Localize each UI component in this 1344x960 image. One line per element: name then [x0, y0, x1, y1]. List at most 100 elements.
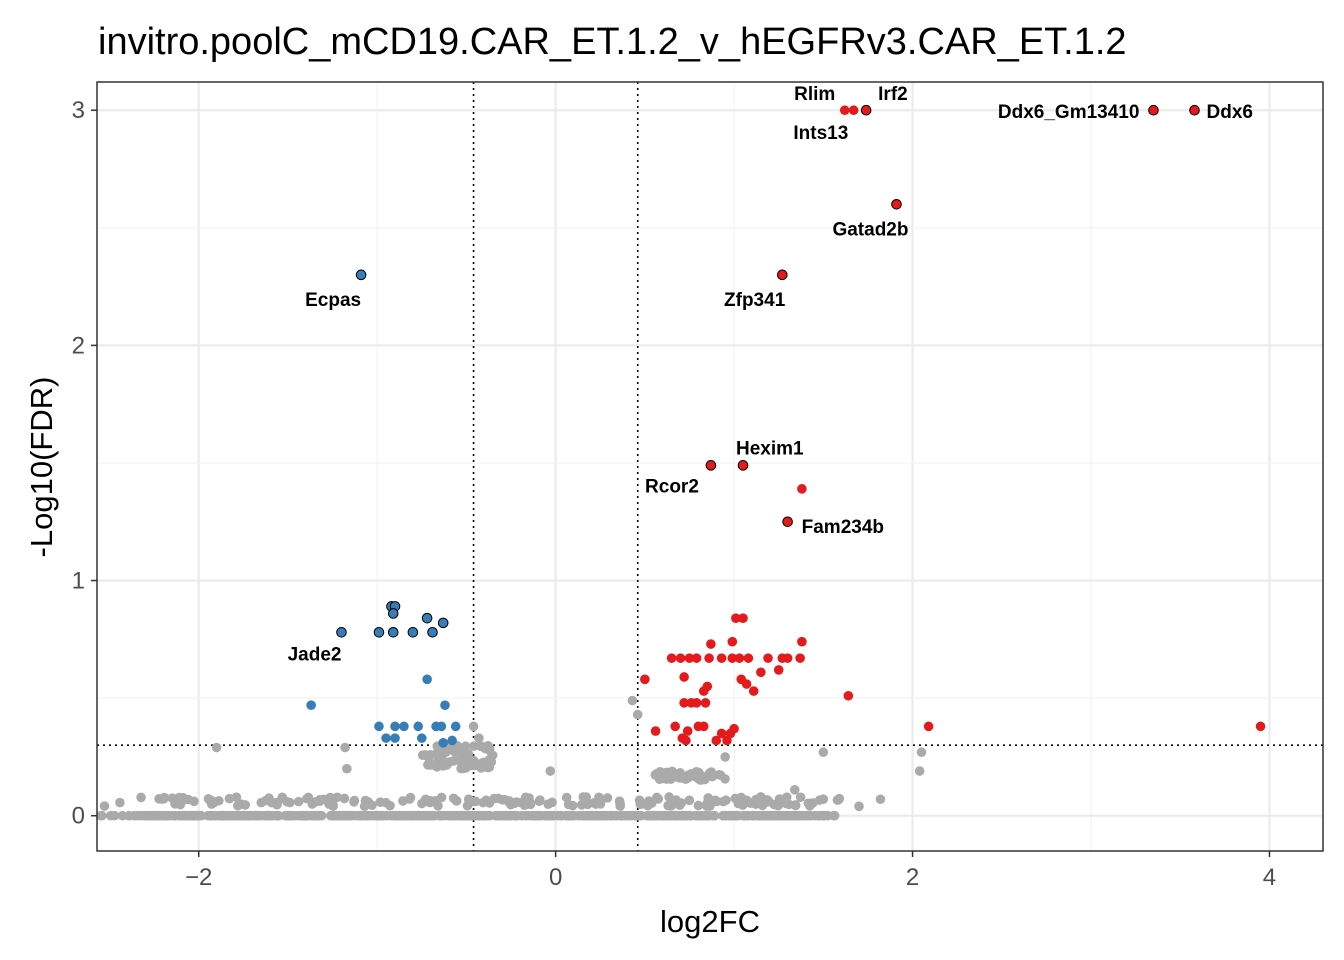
gene-label: Ddx6_Gm13410 — [998, 102, 1140, 123]
up-point — [731, 613, 741, 623]
ns-point — [363, 797, 373, 807]
ns-point — [207, 796, 217, 806]
ns-point — [277, 793, 288, 803]
down-point — [436, 721, 447, 732]
ns-point — [675, 768, 685, 778]
gene-label: Ddx6 — [1207, 102, 1253, 123]
up-point — [691, 653, 702, 663]
ns-point — [451, 796, 462, 806]
ns-point — [285, 797, 295, 808]
up-point — [1255, 721, 1266, 732]
up-point — [700, 698, 711, 708]
down-point — [399, 721, 409, 732]
chart-title: invitro.poolC_mCD19.CAR_ET.1.2_v_hEGFRv3… — [98, 21, 1127, 63]
gene-label: Irf2 — [878, 84, 908, 105]
up-point — [716, 653, 727, 663]
ns-point — [303, 792, 314, 803]
x-tick-label: 2 — [906, 864, 919, 891]
down-point — [407, 626, 419, 638]
x-axis-label: log2FC — [660, 904, 760, 939]
ns-point — [461, 755, 472, 766]
down-point — [306, 700, 316, 710]
up-point — [860, 104, 872, 116]
x-tick-label: 4 — [1263, 864, 1276, 891]
up-point — [727, 653, 738, 663]
ns-point — [702, 801, 712, 811]
ns-point — [573, 810, 584, 821]
gene-label: Rcor2 — [645, 476, 699, 497]
up-point — [682, 726, 693, 736]
ns-point — [429, 810, 439, 821]
up-point — [756, 667, 766, 678]
ns-point — [167, 810, 177, 821]
ns-point — [474, 733, 484, 743]
up-point — [706, 639, 716, 649]
ns-point — [633, 810, 643, 821]
ns-point — [509, 798, 520, 809]
ns-point — [475, 741, 486, 751]
up-point — [727, 636, 738, 647]
ns-point — [779, 810, 790, 821]
ns-point — [651, 810, 662, 821]
gene-label: Gatad2b — [832, 219, 908, 240]
ns-point — [293, 796, 304, 807]
ns-point — [95, 810, 106, 821]
ns-point — [310, 797, 321, 807]
ns-point — [854, 801, 864, 812]
ns-point — [189, 796, 199, 807]
gene-label: Jade2 — [288, 644, 342, 665]
ns-point — [676, 810, 687, 821]
up-point — [698, 721, 709, 732]
ns-point — [436, 810, 447, 821]
ns-point — [664, 769, 675, 779]
y-tick-label: 1 — [72, 568, 85, 595]
up-point — [734, 653, 745, 663]
ns-point — [781, 798, 791, 809]
down-point — [413, 721, 424, 732]
ns-point — [464, 810, 475, 821]
ns-point — [547, 797, 557, 808]
up-point — [1189, 104, 1200, 116]
ns-point — [342, 763, 352, 774]
ns-point — [653, 794, 664, 804]
ns-point — [249, 810, 260, 821]
ns-point — [617, 810, 627, 821]
down-point — [390, 721, 400, 732]
ns-point — [706, 767, 717, 777]
ns-point — [914, 766, 925, 776]
ns-point — [192, 810, 202, 821]
down-point — [438, 738, 449, 748]
ns-point — [739, 810, 749, 821]
down-point — [421, 612, 433, 624]
ns-point — [483, 742, 493, 753]
ns-point — [153, 810, 164, 821]
down-point — [387, 608, 399, 619]
ns-point — [263, 794, 274, 805]
ns-point — [818, 794, 829, 805]
point-labels: Rlim Irf2 Ints13 Ddx6_Gm13410 Ddx6 Gatad2b Zfp… — [288, 84, 1253, 665]
ns-point — [768, 810, 779, 821]
ns-point — [810, 810, 820, 821]
up-point — [670, 721, 681, 732]
ns-point — [318, 794, 329, 805]
up-point — [666, 653, 677, 663]
ns-point — [761, 810, 772, 821]
axis-ticks: −2 0 2 4 0 1 2 3 — [72, 97, 1277, 891]
x-tick-label: −2 — [185, 864, 212, 891]
ns-point — [99, 801, 110, 811]
gene-label: Hexim1 — [736, 438, 804, 459]
ns-point — [750, 799, 761, 809]
ns-point — [376, 810, 386, 821]
ns-point — [818, 747, 829, 758]
plot-grid — [97, 82, 1323, 851]
ns-point — [284, 810, 295, 821]
ns-point — [420, 810, 431, 821]
panel-border — [96, 81, 1324, 852]
y-axis-label: -Log10(FDR) — [24, 377, 59, 558]
down-point — [427, 626, 438, 638]
down-point — [440, 700, 450, 710]
ns-point — [328, 799, 338, 810]
down-point — [447, 735, 457, 746]
down-point — [374, 721, 384, 732]
